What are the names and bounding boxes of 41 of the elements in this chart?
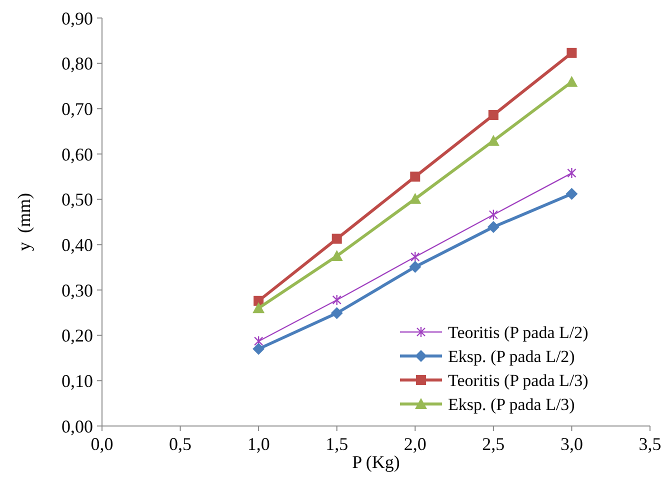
legend-label: Eksp. (P pada L/3) <box>448 394 575 414</box>
point <box>488 110 498 120</box>
y-tick-label: 0,90 <box>62 8 93 28</box>
y-tick-label: 0,30 <box>62 280 93 300</box>
x-axis-title: P (Kg) <box>352 452 400 472</box>
y-tick-label: 0,40 <box>62 234 93 255</box>
point <box>254 336 264 347</box>
point <box>332 294 342 306</box>
point <box>252 302 265 314</box>
y-tick-label: 0,20 <box>62 326 93 346</box>
legend-label: Eksp. (P pada L/2) <box>448 346 575 366</box>
point <box>410 172 420 182</box>
x-tick-label: 3,0 <box>560 434 583 454</box>
point <box>409 260 422 273</box>
point <box>488 209 498 220</box>
y-tick-label: 0,60 <box>62 144 93 164</box>
y-tick-label: 0,50 <box>62 190 93 210</box>
y-tick-label: 0,00 <box>62 416 93 436</box>
x-tick-label: 1,0 <box>247 434 270 454</box>
point <box>252 342 265 355</box>
point <box>409 192 422 204</box>
point <box>332 234 342 244</box>
point <box>330 307 343 320</box>
point <box>410 251 420 263</box>
x-tick-label: 2,0 <box>404 434 426 454</box>
y-tick-label: 0,70 <box>62 98 93 119</box>
point <box>567 167 576 179</box>
y-tick-label: 0,10 <box>62 370 93 391</box>
point <box>330 250 343 261</box>
point <box>487 220 500 233</box>
x-tick-label: 3,5 <box>638 434 662 454</box>
y-axis-title: y (mm) <box>14 193 34 251</box>
x-tick-label: 0,5 <box>169 434 192 454</box>
point <box>566 188 578 200</box>
x-tick-label: 2,5 <box>482 434 505 454</box>
point <box>566 48 577 58</box>
x-tick-label: 1,5 <box>326 434 348 454</box>
legend-label: Teoritis (P pada L/3) <box>448 370 588 390</box>
x-tick-label: 0,0 <box>90 434 114 454</box>
legend-label: Teoritis (P pada L/2) <box>448 322 588 342</box>
y-tick-label: 0,80 <box>62 54 93 74</box>
